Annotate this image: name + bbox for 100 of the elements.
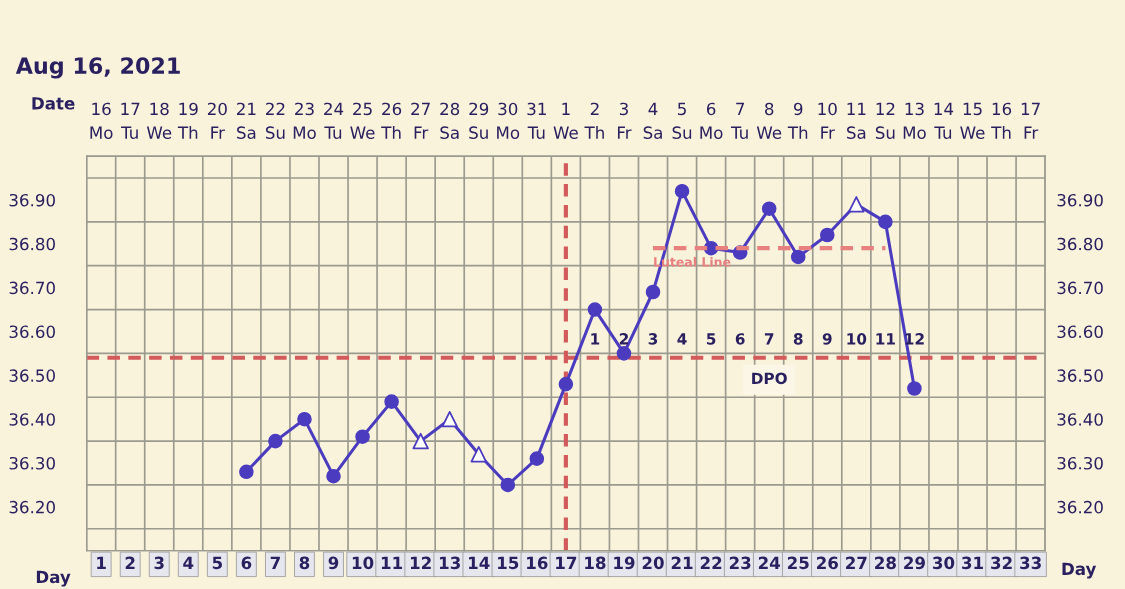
x-tick-label: 29 <box>904 556 925 570</box>
x-tick-label: 32 <box>991 556 1012 570</box>
point <box>326 468 341 484</box>
x-tick-label: 13 <box>439 556 460 570</box>
y-tick-label: 36.20 <box>9 500 55 514</box>
text: 21 Sa <box>236 102 256 139</box>
x-tick-label: 12 <box>410 556 431 569</box>
text: 18 We <box>146 102 172 139</box>
y2-tick-label: 36.80 <box>1057 237 1103 251</box>
point <box>441 410 458 428</box>
annotation: 11 <box>876 333 895 345</box>
x-tick-label: 24 <box>758 556 781 569</box>
x-tick-label: 20 <box>642 556 664 570</box>
x-tick-label: 10 <box>352 556 374 570</box>
annotation: 4 <box>677 333 687 345</box>
annotation: 5 <box>706 333 716 345</box>
point <box>674 183 690 199</box>
text: 7 Tu <box>730 102 748 139</box>
point <box>500 477 516 493</box>
x-tick-label: 5 <box>212 556 222 570</box>
text: 17 Fr <box>1021 102 1040 139</box>
y-tick-label: 36.60 <box>9 325 55 339</box>
text: 20 Fr <box>207 102 227 139</box>
text: 28 Sa <box>440 102 460 139</box>
y2-tick-label: 36.50 <box>1057 369 1103 382</box>
text: 12 Su <box>875 102 895 139</box>
x-tick-label: 15 <box>498 556 519 570</box>
x-tick-label: 19 <box>614 556 635 570</box>
annotation: 10 <box>847 333 867 345</box>
point <box>645 284 661 300</box>
x-tick-label: 27 <box>846 556 867 569</box>
x-tick-label: 33 <box>1020 556 1041 570</box>
text: 4 Sa <box>643 102 662 139</box>
y-tick-label: 36.70 <box>9 281 55 295</box>
text: 10 Fr <box>818 102 837 139</box>
x-tick-label: 25 <box>787 556 809 570</box>
point <box>384 394 399 409</box>
annotation: 3 <box>648 333 658 345</box>
y-tick-label: 36.80 <box>9 237 55 251</box>
x-tick-label: 7 <box>270 556 280 569</box>
point <box>268 433 283 449</box>
text: 29 Su <box>469 102 489 139</box>
x-tick-label: 23 <box>729 556 751 570</box>
x-tick-label: 30 <box>932 556 955 570</box>
x-tick-label: 14 <box>469 556 490 569</box>
annotation: 6 <box>735 333 745 345</box>
y-tick-label: 36.40 <box>9 413 55 426</box>
x-axis-title: Day <box>1062 562 1097 579</box>
point <box>790 249 806 265</box>
y2-tick-label: 36.20 <box>1057 500 1103 514</box>
text: 30 Mo <box>497 102 520 139</box>
text: 26 Th <box>381 102 402 139</box>
x-tick-label: 28 <box>875 556 896 570</box>
text: 23 Mo <box>293 102 316 139</box>
x-tick-label: 3 <box>154 556 164 570</box>
y2-tick-label: 36.70 <box>1057 281 1103 295</box>
x-tick-label: 16 <box>527 556 548 570</box>
y2-tick-label: 36.40 <box>1057 413 1103 426</box>
y-tick-label: 36.90 <box>9 193 55 207</box>
text: 1 We <box>553 102 578 139</box>
text: 11 Sa <box>847 102 866 139</box>
point <box>239 464 254 480</box>
text: 6 Mo <box>700 102 723 139</box>
point <box>412 432 429 450</box>
y2-tick-label: 36.90 <box>1057 193 1103 207</box>
annotation: 1 <box>591 333 600 345</box>
point <box>878 214 893 230</box>
text: 31 Tu <box>527 102 546 139</box>
x-tick-label: 8 <box>299 556 310 570</box>
annotation: 7 <box>764 333 774 345</box>
x-tick-label: 11 <box>381 556 403 569</box>
annotation: 2 <box>619 333 628 345</box>
text: Day <box>36 570 71 587</box>
point <box>587 302 603 317</box>
point <box>848 196 865 213</box>
annotation: DPO <box>752 372 787 385</box>
text: 22 Su <box>265 102 285 139</box>
text: 13 Mo <box>903 102 926 139</box>
text: 15 We <box>960 102 985 139</box>
text: 25 We <box>350 102 375 139</box>
text: 17 Tu <box>121 102 140 139</box>
point <box>907 381 922 396</box>
point <box>529 451 545 466</box>
x-tick-label: 22 <box>700 556 722 569</box>
x-tick-label: 6 <box>241 556 252 570</box>
x-tick-label: 17 <box>556 556 577 569</box>
x-tick-label: 1 <box>97 556 106 569</box>
point <box>820 227 835 243</box>
y-tick-label: 36.50 <box>9 369 55 382</box>
text: 5 Su <box>672 102 692 139</box>
text: 16 Th <box>991 102 1012 139</box>
text: 2 Th <box>584 102 604 139</box>
text: 24 Tu <box>324 102 344 139</box>
y2-tick-label: 36.30 <box>1057 456 1103 470</box>
point <box>355 429 370 444</box>
x-tick-label: 9 <box>328 556 339 570</box>
point <box>470 446 487 463</box>
text: 3 Fr <box>617 102 632 139</box>
chart-title: Aug 16, 2021 <box>15 57 180 79</box>
point <box>558 376 574 392</box>
